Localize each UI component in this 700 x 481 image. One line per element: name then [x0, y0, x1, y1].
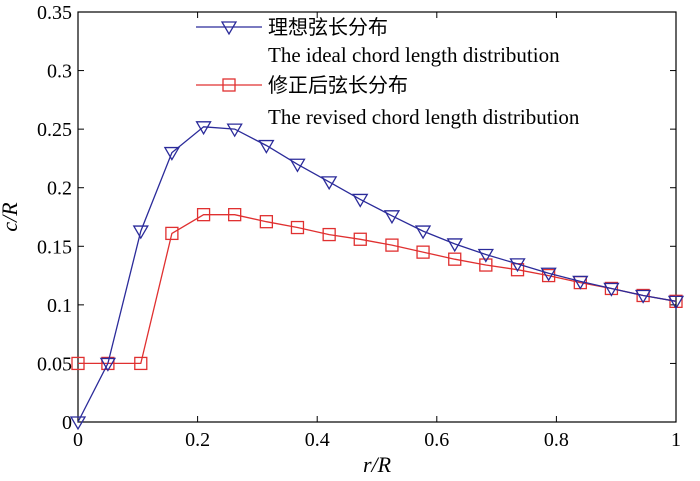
data-point: [132, 225, 149, 240]
x-tick-label: 0.4: [305, 429, 330, 451]
x-tick-label: 1: [671, 429, 681, 451]
data-point: [71, 356, 85, 371]
series-line: [78, 214, 677, 365]
legend-label-en: The revised chord length distribution: [268, 105, 580, 129]
y-tick-label: 0.25: [37, 119, 72, 141]
data-point: [446, 238, 463, 253]
data-point: [196, 208, 211, 222]
y-tick-label: 0.35: [37, 2, 72, 24]
data-point: [572, 275, 589, 290]
data-point: [228, 208, 242, 222]
data-point: [383, 210, 401, 225]
plot-frame: [77, 11, 677, 423]
data-point: [289, 158, 306, 173]
data-point: [195, 121, 212, 136]
x-tick-label: 0: [73, 429, 83, 451]
data-point: [353, 232, 367, 246]
y-tick-label: 0: [62, 412, 72, 434]
x-tick-label: 0.6: [424, 429, 449, 451]
x-axis-label: r/R: [363, 452, 392, 477]
y-axis-label: c/R: [0, 202, 22, 232]
data-point: [509, 258, 526, 273]
legend-entry: 理想弦长分布 The ideal chord length distributio…: [196, 15, 560, 67]
legend-swatch-marker: [220, 21, 238, 36]
data-point: [667, 295, 685, 310]
y-tick-label: 0.05: [37, 353, 72, 375]
y-tick-label: 0.3: [47, 61, 72, 83]
data-point: [634, 289, 652, 304]
legend-label: 理想弦长分布: [268, 15, 388, 39]
legend-label: 修正后弦长分布: [268, 73, 408, 97]
data-point: [259, 215, 274, 229]
data-point: [603, 282, 620, 297]
data-point: [258, 139, 275, 154]
data-point: [321, 176, 338, 191]
data-point: [163, 146, 181, 161]
data-point: [165, 226, 179, 241]
data-point: [99, 357, 117, 372]
data-point: [290, 220, 305, 235]
data-point: [448, 252, 462, 266]
axes: 0 0.2 0.4 0.6 0.8 1 0 0.05 0.1 0.15 0.2 0.25 0.3 0.35…: [0, 2, 681, 477]
legend-label-en: The ideal chord length distribution: [268, 43, 560, 67]
data-point: [322, 227, 336, 242]
data-point: [479, 258, 493, 272]
x-tick-label: 0.8: [544, 429, 569, 451]
data-point: [69, 416, 87, 431]
y-tick-label: 0.1: [47, 295, 72, 317]
data-point: [134, 356, 148, 371]
data-point: [477, 248, 494, 263]
legend: 理想弦长分布 The ideal chord length distributio…: [196, 15, 580, 129]
data-point: [414, 225, 432, 240]
legend-entry: 修正后弦长分布 The revised chord length distribu…: [196, 73, 580, 129]
data-point: [226, 123, 243, 138]
legend-swatch-marker: [222, 78, 236, 92]
y-tick-label: 0.15: [37, 236, 72, 258]
plot-area: [77, 11, 677, 423]
data-point: [352, 193, 369, 208]
data-point: [540, 267, 557, 282]
data-point: [385, 238, 399, 252]
series-layer: [69, 121, 685, 431]
series-0: [69, 121, 685, 431]
data-point: [541, 268, 556, 283]
x-tick-label: 0.2: [185, 429, 210, 451]
y-tick-label: 0.2: [47, 178, 72, 200]
data-point: [416, 245, 430, 259]
